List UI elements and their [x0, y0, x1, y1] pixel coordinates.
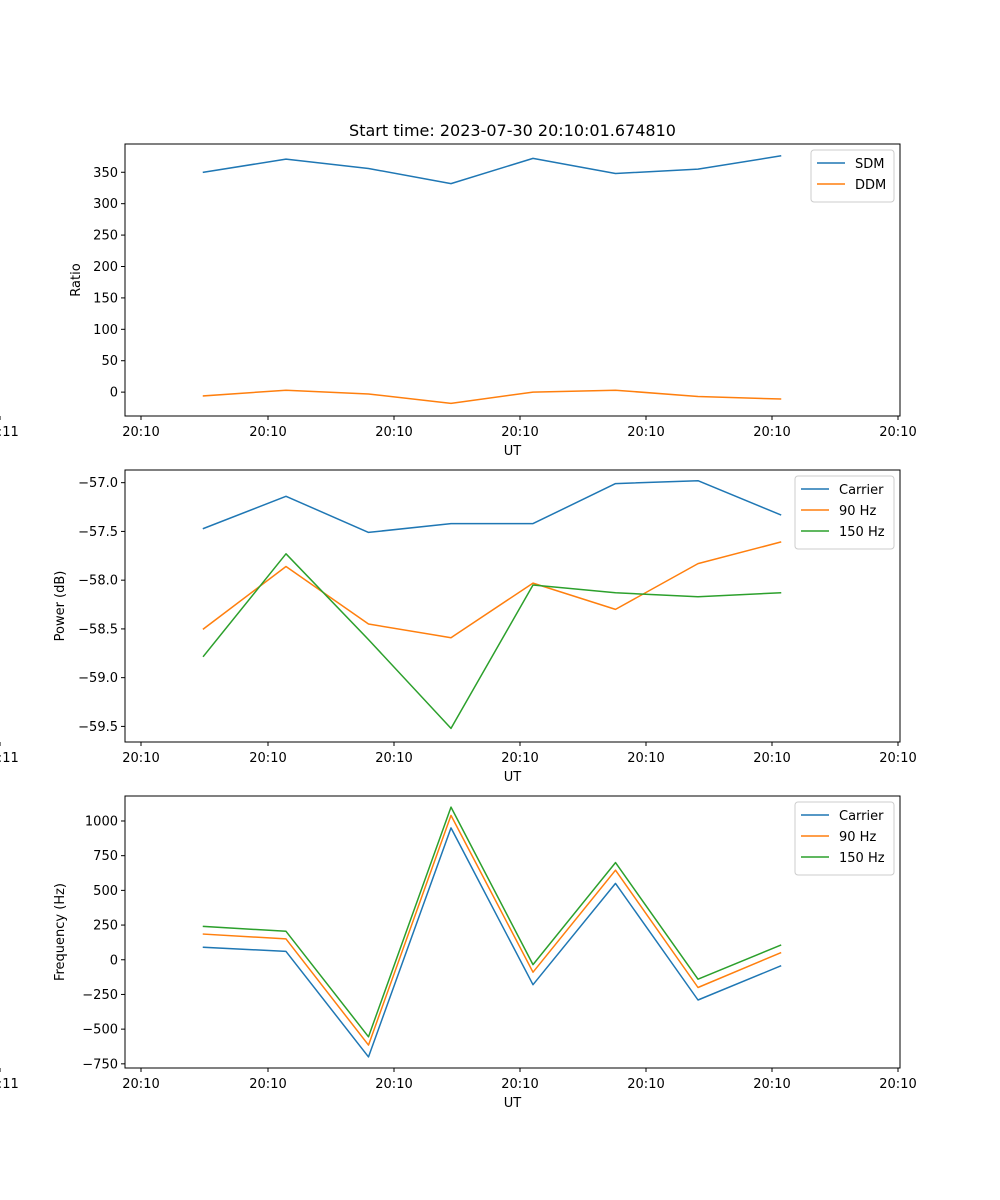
y-tick-label: −57.0 — [78, 476, 118, 491]
x-tick-label: 20:10 — [627, 751, 664, 766]
legend-label: Carrier — [839, 483, 884, 498]
x-tick-label: 20:11 — [0, 425, 19, 440]
x-tick-label: 20:11 — [0, 751, 19, 766]
y-tick-label: −59.5 — [78, 720, 118, 735]
y-tick-label: −500 — [82, 1023, 118, 1038]
x-tick-label: 20:10 — [375, 425, 412, 440]
legend-label: 90 Hz — [839, 504, 876, 519]
x-tick-label: 20:10 — [501, 425, 538, 440]
y-tick-label: 350 — [93, 166, 118, 181]
x-tick-label: 20:10 — [879, 1077, 916, 1092]
y-tick-label: 500 — [93, 884, 118, 899]
x-tick-label: 20:10 — [879, 751, 916, 766]
y-tick-label: −750 — [82, 1057, 118, 1072]
x-tick-label: 20:10 — [753, 1077, 790, 1092]
x-tick-label: 20:10 — [501, 1077, 538, 1092]
x-tick-label: 20:10 — [753, 425, 790, 440]
subplot-3: −750 −500 −250 0 250 500 750 1000 20:10 20:10 20:1… — [0, 795, 917, 1111]
y-tick-label: −59.0 — [78, 671, 118, 686]
legend-label: SDM — [855, 157, 884, 172]
series-line-2-2 — [202, 541, 782, 639]
series-line-1-2 — [202, 389, 782, 405]
y-tick-label: 1000 — [85, 814, 118, 829]
x-tick-label: 20:10 — [375, 751, 412, 766]
x-axis-label: UT — [504, 444, 522, 459]
y-tick-label: −57.5 — [78, 525, 118, 540]
y-tick-label: 0 — [110, 386, 118, 401]
series-line-3-2 — [202, 814, 782, 1046]
x-tick-label: 20:10 — [249, 751, 286, 766]
series-line-3-1 — [202, 827, 782, 1058]
y-tick-label: 150 — [93, 291, 118, 306]
x-tick-label: 20:10 — [627, 425, 664, 440]
y-tick-label: −58.0 — [78, 574, 118, 589]
x-axis-label: UT — [504, 1096, 522, 1111]
legend-label: Carrier — [839, 809, 884, 824]
legend: Carrier 90 Hz 150 Hz — [794, 475, 895, 550]
x-tick-label: 20:10 — [122, 425, 159, 440]
axes-frame — [124, 795, 901, 1069]
legend: Carrier 90 Hz 150 Hz — [794, 801, 895, 876]
subplot-1: 0 50 100 150 200 250 300 350 20:10 20:10 20:10 20:1… — [0, 143, 917, 459]
legend: SDM DDM — [810, 149, 895, 203]
axes-frame — [124, 143, 901, 417]
subplot-2: −59.5 −59.0 −58.5 −58.0 −57.5 −57.0 20:10 20:10… — [0, 469, 917, 785]
y-tick-label: 750 — [93, 849, 118, 864]
y-tick-label: 300 — [93, 197, 118, 212]
x-tick-label: 20:10 — [753, 751, 790, 766]
x-tick-label: 20:10 — [879, 425, 916, 440]
y-tick-label: −58.5 — [78, 622, 118, 637]
x-tick-label: 20:10 — [122, 1077, 159, 1092]
series-line-3-3 — [202, 806, 782, 1038]
y-axis-label: Ratio — [69, 263, 84, 296]
series-line-1-1 — [202, 155, 782, 185]
x-tick-label: 20:10 — [375, 1077, 412, 1092]
y-tick-label: 100 — [93, 323, 118, 338]
y-axis-label: Power (dB) — [53, 571, 68, 642]
x-tick-label: 20:10 — [501, 751, 538, 766]
legend-label: 150 Hz — [839, 851, 885, 866]
x-tick-label: 20:11 — [0, 1077, 19, 1092]
axes-frame — [124, 469, 901, 743]
y-tick-label: 250 — [93, 229, 118, 244]
y-tick-label: 0 — [110, 953, 118, 968]
y-axis-label: Frequency (Hz) — [53, 883, 68, 981]
legend-label: 150 Hz — [839, 525, 885, 540]
y-tick-label: −250 — [82, 988, 118, 1003]
x-tick-label: 20:10 — [249, 425, 286, 440]
y-tick-label: 200 — [93, 260, 118, 275]
series-line-2-1 — [202, 479, 782, 534]
x-tick-label: 20:10 — [122, 751, 159, 766]
chart-title: Start time: 2023-07-30 20:10:01.674810 — [349, 121, 676, 140]
x-axis-label: UT — [504, 770, 522, 785]
x-tick-label: 20:10 — [627, 1077, 664, 1092]
y-tick-label: 50 — [101, 354, 118, 369]
series-line-2-3 — [202, 553, 782, 730]
y-tick-label: 250 — [93, 919, 118, 934]
x-tick-label: 20:10 — [249, 1077, 286, 1092]
legend-label: 90 Hz — [839, 830, 876, 845]
legend-label: DDM — [855, 178, 886, 193]
